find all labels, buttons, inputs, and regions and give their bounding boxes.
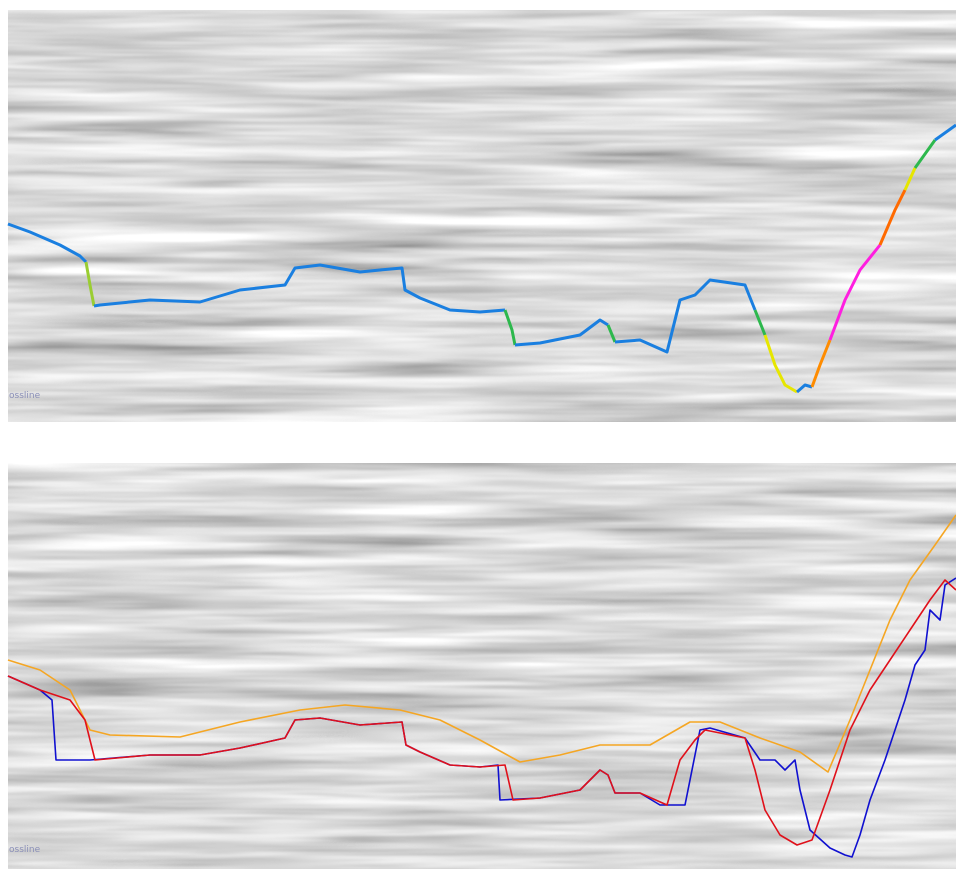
horizon-segment bbox=[878, 189, 907, 246]
horizon-segment bbox=[810, 339, 832, 388]
horizon bbox=[796, 383, 813, 394]
horizon bbox=[934, 123, 956, 142]
horizon-segment bbox=[503, 309, 517, 346]
axis-label: ossline bbox=[9, 845, 41, 855]
horizon-segment bbox=[753, 309, 767, 336]
seismic-image bbox=[8, 463, 956, 869]
axis-label: ossline bbox=[9, 391, 41, 401]
horizon-segment bbox=[828, 244, 882, 341]
horizon bbox=[514, 318, 609, 347]
horizon bbox=[7, 222, 88, 264]
panel-top: ossline bbox=[7, 10, 956, 422]
horizon-segment bbox=[913, 139, 937, 169]
horizon bbox=[93, 263, 506, 314]
horizon-segment bbox=[763, 334, 798, 394]
seismic-image bbox=[8, 10, 956, 422]
horizon-segment bbox=[606, 324, 617, 343]
horizon-segment bbox=[84, 261, 96, 307]
horizon-segment bbox=[903, 167, 917, 191]
horizon bbox=[614, 278, 757, 354]
panel-bottom: ossline bbox=[7, 463, 956, 869]
horizon-red bbox=[7, 579, 956, 846]
horizon-orange bbox=[7, 514, 956, 773]
